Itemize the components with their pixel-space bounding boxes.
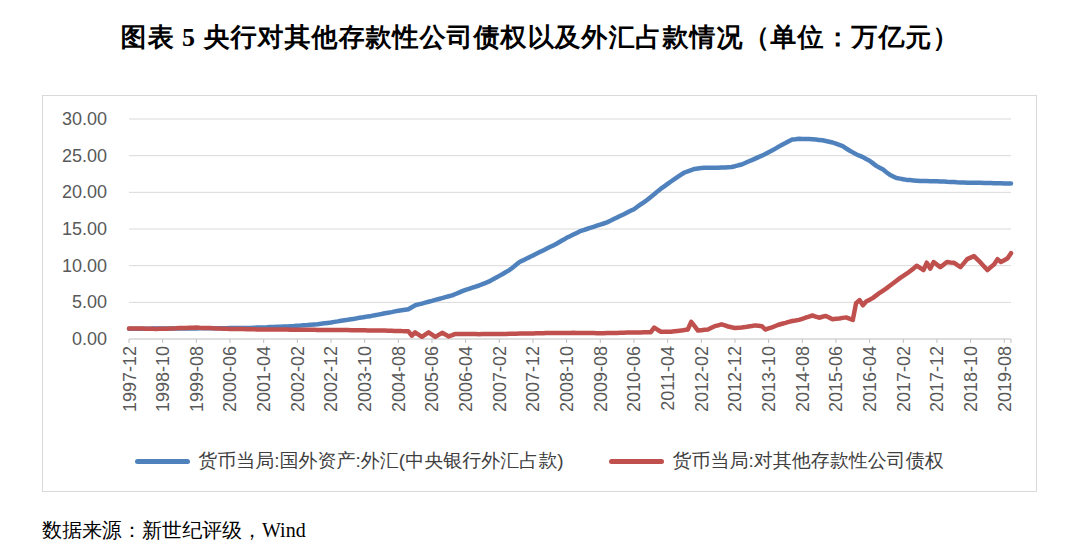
y-axis-tick-label: 15.00: [62, 219, 107, 239]
legend-item-claims: 货币当局:对其他存款性公司债权: [609, 448, 943, 474]
legend-line-fx-icon: [135, 459, 190, 464]
x-axis-tick-label: 1997-12: [120, 346, 140, 412]
y-axis-tick-label: 5.00: [72, 292, 107, 312]
x-axis-tick-label: 2019-08: [995, 346, 1015, 412]
x-axis-tick-label: 2011-04: [658, 346, 678, 411]
x-axis-tick-label: 2007-12: [523, 346, 543, 412]
x-axis-tick-label: 2002-02: [288, 346, 308, 412]
x-axis-tick-label: 2015-06: [826, 346, 846, 412]
chart-frame: 0.00 5.00 10.00 15.00 20.00 25.00 30.00 1997-12…: [42, 95, 1037, 492]
y-axis-tick-label: 20.00: [62, 182, 107, 202]
page-root: 图表 5 央行对其他存款性公司债权以及外汇占款情况（单位：万亿元） 0.00 5.…: [0, 0, 1080, 558]
x-axis-tick-label: 1998-10: [153, 346, 173, 412]
series-line-fx: [129, 139, 1011, 329]
legend-item-fx: 货币当局:国外资产:外汇(中央银行外汇占款): [135, 448, 563, 474]
line-chart: 0.00 5.00 10.00 15.00 20.00 25.00 30.00 1997-12…: [43, 96, 1036, 491]
x-axis-tick-label: 2017-12: [927, 346, 947, 412]
x-axis-tick-label: 2006-04: [456, 346, 476, 412]
figure-title: 图表 5 央行对其他存款性公司债权以及外汇占款情况（单位：万亿元）: [0, 20, 1080, 55]
y-axis-tick-label: 30.00: [62, 109, 107, 129]
source-note: 数据来源：新世纪评级，Wind: [42, 517, 306, 544]
x-axis-tick-label: 2016-04: [860, 346, 880, 412]
y-axis-tick-label: 0.00: [72, 329, 107, 349]
x-axis-tick-label: 2013-10: [759, 346, 779, 412]
y-axis-tick-label: 10.00: [62, 256, 107, 276]
chart-legend: 货币当局:国外资产:外汇(中央银行外汇占款) 货币当局:对其他存款性公司债权: [43, 448, 1036, 474]
x-axis-tick-label: 2014-08: [793, 346, 813, 412]
x-axis-tick-label: 2000-06: [220, 346, 240, 412]
x-axis-tick-label: 2008-10: [557, 346, 577, 412]
x-axis-tick-label: 2009-08: [591, 346, 611, 412]
legend-line-claims-icon: [609, 459, 664, 464]
legend-label-claims: 货币当局:对其他存款性公司债权: [672, 448, 943, 474]
legend-label-fx: 货币当局:国外资产:外汇(中央银行外汇占款): [198, 448, 563, 474]
x-axis-tick-label: 2001-04: [254, 346, 274, 412]
x-axis-tick-label: 2002-12: [321, 346, 341, 412]
x-axis-tick-label: 1999-08: [187, 346, 207, 412]
x-axis-tick-label: 2004-08: [389, 346, 409, 412]
x-axis-tick-label: 2012-02: [692, 346, 712, 412]
x-axis-tick-label: 2003-10: [355, 346, 375, 412]
x-axis-tick-label: 2010-06: [624, 346, 644, 412]
x-axis-tick-label: 2012-12: [725, 346, 745, 412]
x-axis-tick-label: 2018-10: [961, 346, 981, 412]
x-axis-tick-label: 2005-06: [422, 346, 442, 412]
x-axis-tick-label: 2007-02: [490, 346, 510, 412]
y-axis-tick-label: 25.00: [62, 146, 107, 166]
x-axis-tick-label: 2017-02: [894, 346, 914, 412]
